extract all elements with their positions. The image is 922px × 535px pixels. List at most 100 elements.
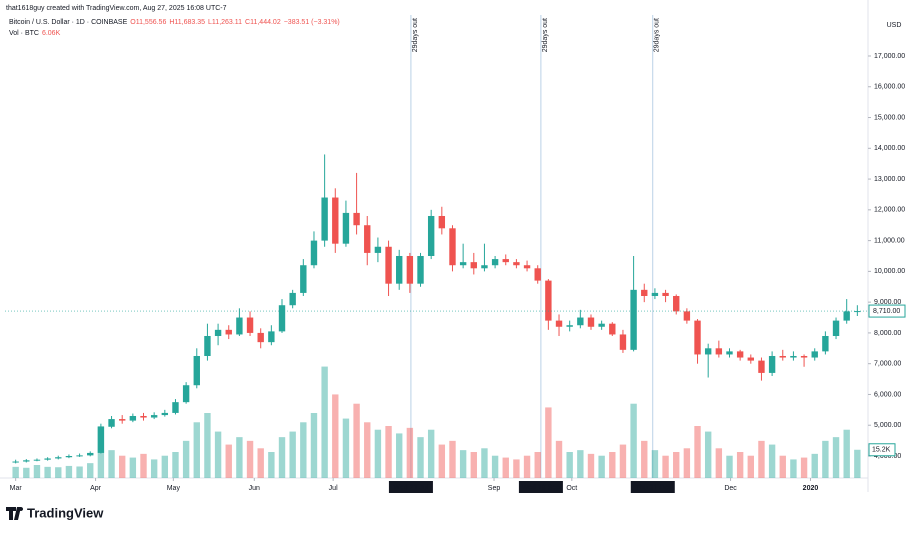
candle-body	[577, 317, 584, 326]
x-tick-label: Apr	[90, 485, 102, 492]
volume-bar	[406, 427, 414, 478]
volume-bar	[768, 444, 776, 478]
y-tick-label: 7,000.00	[874, 361, 901, 368]
volume-bar	[641, 440, 648, 478]
volume-bar	[246, 440, 254, 478]
volume-bar	[193, 422, 200, 478]
volume-bar	[566, 452, 573, 478]
volume-bar	[800, 457, 808, 478]
candle-body	[694, 320, 701, 355]
volume-bar	[364, 422, 371, 478]
volume-bar	[44, 466, 51, 478]
candle-body	[470, 262, 477, 269]
volume-bar	[278, 437, 286, 478]
volume-bar	[342, 418, 350, 478]
volume-title: Vol · BTC	[9, 30, 39, 37]
candle-body	[23, 460, 30, 462]
candle-body	[843, 311, 850, 321]
candle-body	[300, 265, 307, 293]
marker-label: 29days out	[412, 18, 419, 52]
volume-bar	[289, 431, 296, 478]
candle-body	[566, 325, 573, 327]
symbol: Bitcoin / U.S. Dollar · 1D · COINBASE	[9, 19, 128, 26]
volume-bar	[161, 455, 169, 478]
candle-body	[800, 355, 808, 358]
volume-bar	[822, 440, 829, 478]
candle-body	[161, 412, 169, 416]
volume-bar	[310, 413, 318, 478]
candle-body	[87, 452, 94, 456]
volume-bar	[577, 450, 584, 478]
ohlc-value: H11,683.35	[169, 19, 205, 26]
candle-body	[417, 255, 424, 284]
candle-body	[427, 215, 435, 256]
marker-date-box	[630, 481, 675, 493]
x-tick-label: May	[167, 485, 181, 492]
brand: TradingView	[27, 505, 104, 520]
candle-body	[768, 355, 776, 373]
marker-date: Wed 18 Sep	[522, 484, 561, 491]
candle-body	[65, 455, 73, 458]
symbol-line: Bitcoin / U.S. Dollar · 1D · COINBASE O11…	[9, 19, 340, 26]
candle-body	[76, 455, 83, 457]
candle-body	[193, 355, 200, 386]
candle-body	[704, 348, 712, 355]
y-tick-label: 9,000.00	[874, 299, 901, 306]
volume-bar	[758, 440, 765, 478]
volume-bar	[225, 444, 232, 478]
currency: USD	[887, 22, 902, 29]
volume-bar	[598, 455, 605, 478]
candle-body	[587, 317, 595, 327]
candle-body	[44, 458, 51, 460]
candle-body	[609, 323, 616, 335]
x-tick-label: Jul	[329, 485, 338, 492]
y-tick-label: 13,000.00	[874, 176, 905, 183]
candle-body	[172, 402, 179, 413]
candle-body	[641, 289, 648, 296]
x-tick-label: Mar	[10, 485, 23, 492]
candle-body	[225, 329, 232, 335]
candle-body	[236, 317, 243, 335]
candle-body	[119, 419, 126, 421]
candle-body	[726, 351, 733, 355]
volume-value: 6.06K	[42, 30, 61, 37]
volume-bar	[23, 467, 30, 478]
volume-bar	[502, 457, 509, 478]
last-price-label: 8,710.00	[873, 308, 900, 315]
volume-bar	[172, 452, 179, 478]
x-tick-label: Oct	[566, 485, 577, 492]
volume-bar	[119, 455, 126, 478]
marker-date: Thu 31 Oct	[635, 484, 670, 491]
volume-bar	[55, 467, 62, 478]
volume-bar	[257, 448, 264, 478]
candle-body	[598, 323, 605, 327]
marker-date-box	[388, 481, 433, 493]
candle-body	[289, 292, 296, 306]
volume-bar	[182, 440, 190, 478]
volume-bar	[662, 455, 669, 478]
candle-body	[545, 280, 552, 321]
ohlc-value: −383.51 (−3.31%)	[284, 19, 340, 26]
y-tick-label: 11,000.00	[874, 237, 905, 244]
y-tick-label: 14,000.00	[874, 145, 905, 152]
y-tick-label: 16,000.00	[874, 84, 905, 91]
candle-body	[555, 320, 563, 327]
candle-body	[364, 225, 371, 253]
volume-bar	[832, 437, 840, 478]
volume-bar	[427, 429, 435, 478]
volume-bar	[726, 455, 733, 478]
volume-bar	[417, 437, 424, 478]
marker-date: Wed 21 Jul	[393, 484, 428, 491]
y-tick-label: 6,000.00	[874, 391, 901, 398]
candle-body	[108, 419, 115, 427]
volume-bar	[790, 459, 797, 478]
volume-bar	[545, 407, 552, 478]
candle-body	[182, 385, 190, 403]
volume-bar	[236, 437, 243, 478]
candle-body	[278, 305, 286, 332]
candle-body	[449, 228, 456, 266]
volume-bar	[396, 433, 403, 478]
volume-bar	[854, 449, 861, 478]
volume-bar	[214, 431, 222, 478]
volume-bar	[523, 455, 531, 478]
